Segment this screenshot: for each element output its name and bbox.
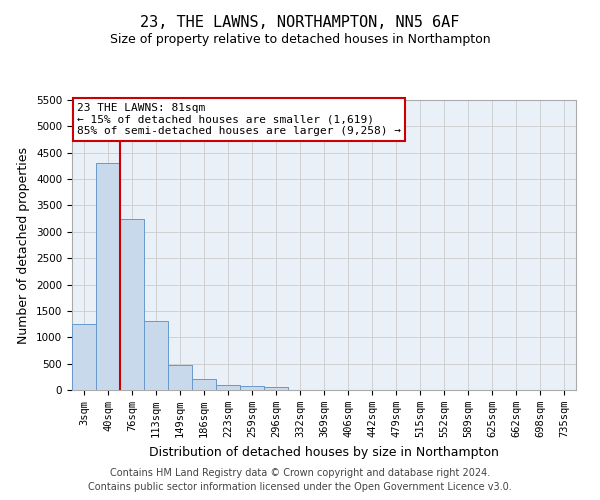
Bar [96,164,120,390]
Bar [240,386,264,390]
Bar [144,322,168,390]
Bar [120,218,144,390]
X-axis label: Distribution of detached houses by size in Northampton: Distribution of detached houses by size … [149,446,499,458]
Bar [72,324,96,390]
Bar [216,384,240,390]
Text: Contains public sector information licensed under the Open Government Licence v3: Contains public sector information licen… [88,482,512,492]
Text: 23 THE LAWNS: 81sqm
← 15% of detached houses are smaller (1,619)
85% of semi-det: 23 THE LAWNS: 81sqm ← 15% of detached ho… [77,103,401,136]
Text: 23, THE LAWNS, NORTHAMPTON, NN5 6AF: 23, THE LAWNS, NORTHAMPTON, NN5 6AF [140,15,460,30]
Bar [192,379,216,390]
Text: Contains HM Land Registry data © Crown copyright and database right 2024.: Contains HM Land Registry data © Crown c… [110,468,490,477]
Bar [168,364,192,390]
Y-axis label: Number of detached properties: Number of detached properties [17,146,31,344]
Bar [264,388,288,390]
Text: Size of property relative to detached houses in Northampton: Size of property relative to detached ho… [110,32,490,46]
